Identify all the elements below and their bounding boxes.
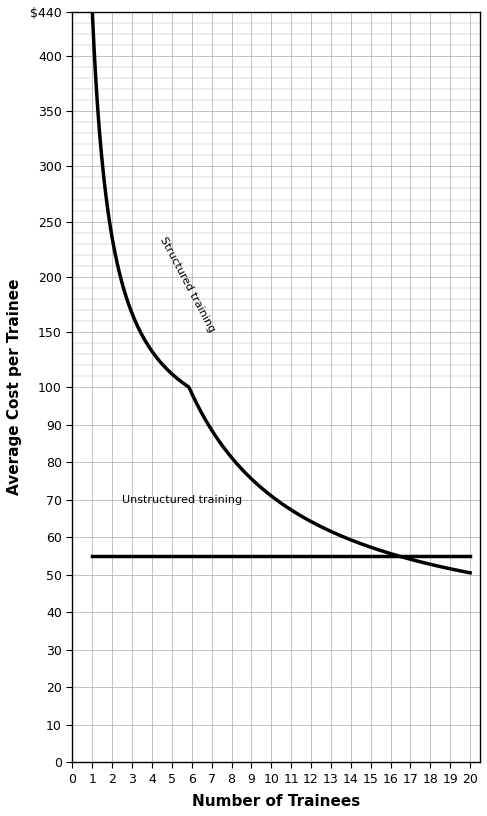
X-axis label: Number of Trainees: Number of Trainees: [192, 794, 360, 809]
Y-axis label: Average Cost per Trainee: Average Cost per Trainee: [7, 279, 22, 495]
Text: Structured training: Structured training: [158, 236, 217, 335]
Text: Unstructured training: Unstructured training: [122, 494, 242, 504]
